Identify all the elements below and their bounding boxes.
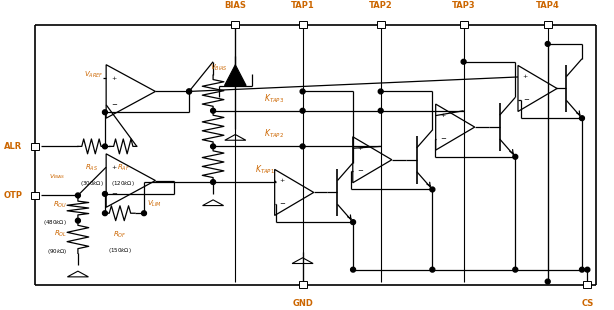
Circle shape [513,267,518,272]
Circle shape [545,42,550,46]
Circle shape [461,59,466,64]
Bar [298,281,306,288]
Bar [544,21,551,29]
Text: TAP2: TAP2 [369,1,392,10]
Circle shape [300,89,305,94]
Text: $K_{TAP2}$: $K_{TAP2}$ [264,128,284,140]
Text: GND: GND [292,299,313,308]
Text: $K_{TAP1}$: $K_{TAP1}$ [255,164,275,176]
Text: $R_{OF}$: $R_{OF}$ [113,230,126,240]
Circle shape [103,211,107,216]
Text: TAP4: TAP4 [536,1,559,10]
Bar [377,21,384,29]
Circle shape [103,192,107,196]
Text: +: + [523,74,528,79]
Circle shape [378,89,383,94]
Text: $(90k\Omega)$: $(90k\Omega)$ [47,247,67,256]
Circle shape [142,211,147,216]
Text: +: + [111,165,116,170]
Bar [31,143,39,150]
Bar [231,21,239,29]
Circle shape [103,144,107,149]
Text: OTP: OTP [4,191,23,200]
Bar [298,21,306,29]
Text: ALR: ALR [4,142,23,151]
Circle shape [580,267,585,272]
Text: $V_{BIAS}$: $V_{BIAS}$ [49,172,65,180]
Circle shape [351,220,356,224]
Circle shape [211,144,216,149]
Circle shape [513,154,518,159]
Text: $V_{AREF}$: $V_{AREF}$ [84,70,103,80]
Text: −: − [111,102,117,108]
Text: +: + [111,76,116,81]
Text: $(300k\Omega)$: $(300k\Omega)$ [80,179,103,188]
Circle shape [378,108,383,113]
Text: TAP1: TAP1 [291,1,314,10]
Circle shape [76,193,80,198]
Text: +: + [357,146,363,151]
Text: $K_{TAP3}$: $K_{TAP3}$ [264,92,284,105]
Text: CS: CS [581,299,594,308]
Circle shape [187,89,192,94]
Text: −: − [440,135,446,142]
Circle shape [545,279,550,284]
Circle shape [76,218,80,223]
Text: BIAS: BIAS [224,1,246,10]
Text: $R_{OL}$: $R_{OL}$ [54,229,67,239]
Circle shape [300,108,305,113]
Bar [460,21,467,29]
Circle shape [351,267,356,272]
Circle shape [211,108,216,113]
Text: $R_{AF}$: $R_{AF}$ [117,163,130,173]
Text: −: − [523,97,529,103]
Circle shape [430,267,435,272]
Circle shape [585,267,590,272]
Text: $(120k\Omega)$: $(120k\Omega)$ [111,179,135,188]
Circle shape [580,116,585,121]
Text: TAP3: TAP3 [452,1,475,10]
Circle shape [187,89,192,94]
Bar [31,192,39,199]
Circle shape [103,110,107,115]
Text: $R_{OU}$: $R_{OU}$ [53,200,67,210]
Text: $V_{LIM}$: $V_{LIM}$ [147,199,162,209]
Text: $V_{BIAS}$: $V_{BIAS}$ [210,63,228,73]
Circle shape [211,179,216,184]
Circle shape [300,144,305,149]
Text: −: − [111,191,117,197]
Text: −: − [357,168,363,174]
Text: −: − [279,201,286,207]
Text: +: + [279,179,285,184]
Text: +: + [440,113,446,118]
Text: $(150k\Omega)$: $(150k\Omega)$ [108,246,132,255]
Bar [583,281,591,288]
Text: $R_{AS}$: $R_{AS}$ [85,163,98,173]
Polygon shape [225,65,246,86]
Circle shape [430,187,435,192]
Text: $(480k\Omega)$: $(480k\Omega)$ [44,218,67,227]
